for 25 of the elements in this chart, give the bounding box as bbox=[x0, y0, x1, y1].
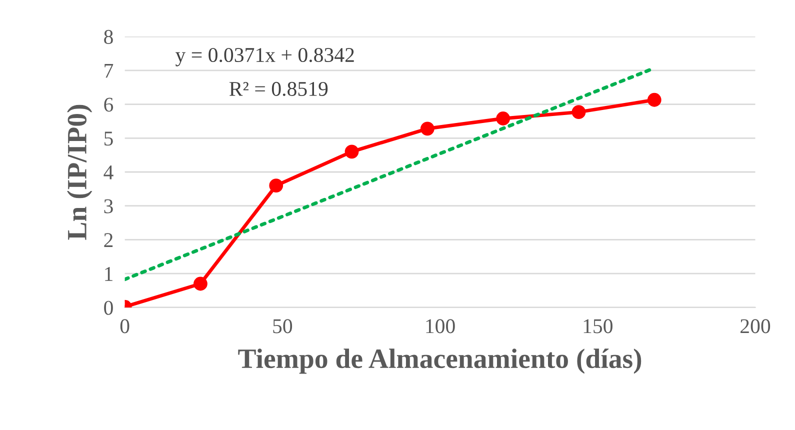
y-tick-label: 4 bbox=[104, 166, 114, 180]
y-tick-label: 2 bbox=[104, 233, 113, 247]
point bbox=[420, 122, 434, 136]
annotation: y = 0.0371x + 0.8342 bbox=[176, 48, 354, 66]
y-tick-label: 7 bbox=[104, 64, 114, 78]
point bbox=[194, 276, 208, 291]
point bbox=[572, 105, 586, 120]
point bbox=[344, 144, 359, 159]
y-tick-label: 0 bbox=[104, 300, 113, 315]
y-tick-label: 8 bbox=[104, 30, 113, 44]
y-tick-label: 1 bbox=[105, 267, 112, 281]
annotation: R² = 0.8519 bbox=[229, 82, 328, 96]
y-tick-label: 6 bbox=[104, 98, 114, 112]
x-axis-title: Tiempo de Almacenamiento (días) bbox=[238, 348, 642, 374]
point bbox=[647, 92, 662, 107]
y-tick-label: 5 bbox=[104, 132, 113, 146]
x-tick-label: 0 bbox=[120, 319, 130, 334]
point bbox=[269, 178, 284, 192]
x-tick-label: 100 bbox=[426, 319, 455, 334]
x-tick-label: 150 bbox=[584, 319, 612, 334]
x-tick-label: 200 bbox=[740, 319, 770, 334]
y-axis-title: Ln (IP/IP0) bbox=[66, 104, 92, 240]
point bbox=[496, 112, 510, 126]
x-tick-label: 50 bbox=[273, 319, 292, 334]
y-tick-label: 3 bbox=[104, 199, 113, 214]
